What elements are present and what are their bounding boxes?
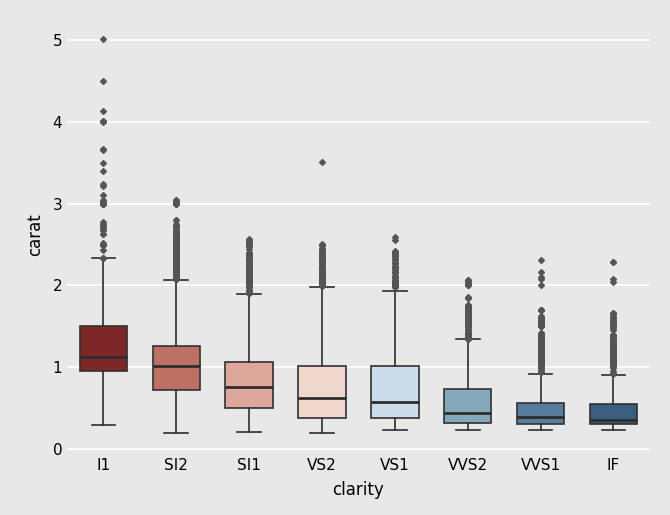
- Y-axis label: carat: carat: [26, 213, 44, 256]
- PathPatch shape: [590, 404, 637, 424]
- PathPatch shape: [517, 403, 564, 424]
- PathPatch shape: [298, 366, 346, 418]
- PathPatch shape: [153, 346, 200, 390]
- PathPatch shape: [226, 363, 273, 408]
- X-axis label: clarity: clarity: [332, 482, 385, 500]
- PathPatch shape: [371, 367, 419, 418]
- PathPatch shape: [444, 389, 491, 423]
- PathPatch shape: [80, 325, 127, 371]
